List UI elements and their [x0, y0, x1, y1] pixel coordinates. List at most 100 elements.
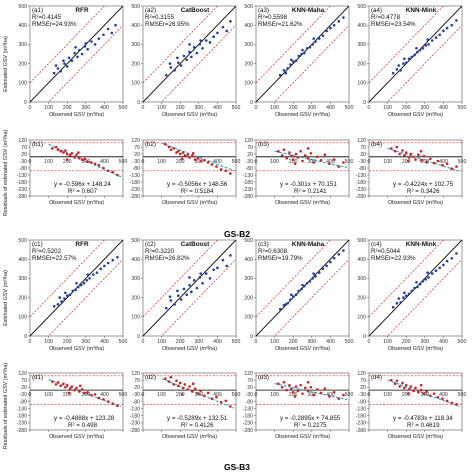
x-tick-label: 0 — [142, 392, 145, 398]
x-tick-label: 100 — [383, 159, 392, 165]
data-point — [399, 69, 402, 72]
residual-point — [196, 392, 200, 395]
one-to-one-line — [143, 240, 236, 336]
r-squared-label: R² = 0.5184 — [181, 188, 214, 195]
residual-point — [193, 387, 197, 390]
residual-point — [229, 172, 232, 175]
x-tick-label: 0 — [255, 339, 258, 345]
residual-point — [59, 149, 62, 153]
panel-label: (a4) — [371, 7, 382, 14]
panel-label: (d2) — [145, 374, 156, 381]
data-point — [195, 286, 199, 290]
data-point — [56, 67, 60, 70]
data-point — [427, 43, 430, 46]
data-point — [297, 289, 301, 293]
residual-point — [219, 168, 223, 171]
residual-point — [203, 394, 206, 398]
panel-label: (d3) — [258, 374, 269, 381]
data-point — [403, 57, 406, 61]
residual-point — [56, 380, 60, 384]
data-point — [212, 268, 215, 272]
data-point — [397, 297, 401, 300]
lower-bound-line — [161, 258, 236, 336]
data-point — [225, 264, 228, 268]
data-point — [305, 46, 309, 50]
data-point — [286, 67, 289, 70]
y-tick-label: 300 — [357, 42, 366, 48]
data-point — [85, 279, 89, 282]
data-point — [314, 275, 317, 278]
y-tick-label: -180 — [243, 414, 253, 420]
y-tick-label: -230 — [243, 187, 253, 193]
residual-point — [309, 385, 313, 389]
model-name: RFR — [75, 241, 89, 248]
residual-point — [180, 157, 184, 161]
y-tick-label: 300 — [18, 42, 27, 48]
x-tick-label: 500 — [345, 105, 354, 111]
x-tick-label: 200 — [402, 339, 411, 345]
y-tick-label: -230 — [130, 421, 140, 427]
y-tick-label: -230 — [17, 421, 27, 427]
data-point — [63, 297, 66, 300]
data-point — [438, 33, 441, 37]
data-point — [342, 16, 345, 19]
x-tick-label: 100 — [157, 339, 166, 345]
data-point — [403, 291, 406, 295]
data-point — [430, 272, 434, 275]
data-point — [216, 31, 219, 35]
data-point — [455, 252, 458, 255]
residual-point — [67, 391, 71, 395]
rmse-label: RMSEr=21.62% — [258, 21, 303, 28]
y-tick-label: -30 — [133, 159, 141, 165]
data-point — [402, 62, 405, 65]
x-tick-label: 300 — [81, 105, 90, 111]
upper-bound-line — [30, 240, 105, 318]
residual-point — [86, 160, 89, 163]
residual-point — [285, 156, 288, 160]
data-point — [103, 264, 106, 268]
x-tick-label: 500 — [119, 339, 128, 345]
y-tick-label: 120 — [18, 138, 27, 144]
y-tick-label: 500 — [357, 238, 366, 244]
data-point — [399, 301, 402, 304]
plot-frame — [29, 5, 124, 103]
residual-point — [68, 154, 72, 157]
residual-point — [316, 155, 319, 159]
y-tick-label: -30 — [133, 392, 141, 398]
residual-point — [191, 382, 195, 385]
residual-point — [299, 383, 302, 387]
residual-point — [290, 154, 293, 158]
residual-point — [306, 380, 310, 384]
data-point — [321, 267, 325, 271]
data-point — [308, 45, 312, 49]
rmse-label: RMSEr=19.79% — [258, 255, 303, 262]
residual-point — [406, 159, 410, 163]
data-point — [391, 71, 395, 75]
x-tick-label: 400 — [100, 392, 109, 398]
data-point — [77, 285, 80, 289]
data-point — [212, 35, 215, 39]
y-tick-label: 0 — [250, 100, 253, 106]
r-squared-label: R² = 0.4126 — [181, 422, 214, 429]
residual-point — [224, 399, 228, 403]
y-tick-label: 20 — [360, 152, 366, 158]
data-point — [424, 278, 428, 281]
data-point — [54, 64, 58, 67]
data-point — [116, 255, 119, 259]
x-axis-title: Observed GSV (m³/ha) — [49, 346, 104, 352]
x-tick-label: 300 — [420, 159, 429, 165]
residual-point — [190, 390, 194, 393]
residual-point — [80, 388, 84, 391]
data-point — [182, 54, 186, 58]
residual-point — [328, 395, 331, 398]
residual-point — [404, 383, 408, 387]
residual-point — [395, 379, 399, 383]
residual-point — [93, 162, 97, 166]
data-point — [168, 62, 172, 65]
x-tick-label: 500 — [345, 339, 354, 345]
residual-point — [77, 390, 81, 393]
residual-point — [219, 400, 223, 404]
residual-point — [224, 169, 228, 173]
residual-point — [73, 388, 76, 392]
